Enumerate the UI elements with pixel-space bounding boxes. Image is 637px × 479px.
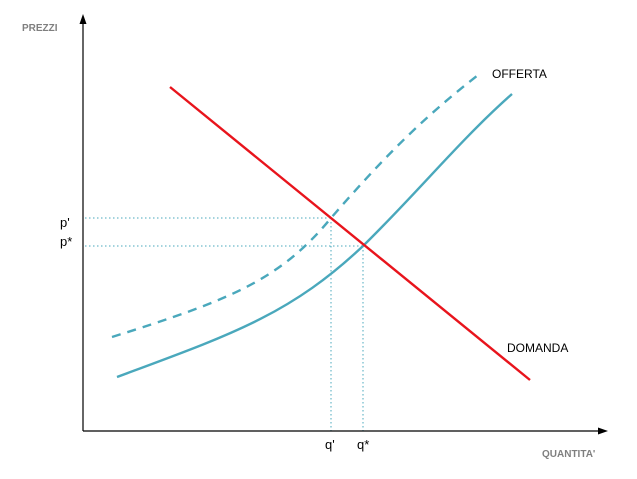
series-label-offerta: OFFERTA (492, 67, 547, 81)
y-axis-title: PREZZI (22, 23, 58, 34)
series-offerta-curve (116, 93, 513, 379)
x-axis-title: QUANTITA' (542, 449, 595, 460)
x-axis-arrow-icon (598, 427, 608, 435)
axes (79, 14, 608, 435)
y-tick-label-p-prime: p' (60, 215, 70, 230)
series-label-domanda: DOMANDA (507, 341, 568, 355)
series-offerta-shifted-curve (111, 71, 483, 339)
x-tick-label-q-star: q* (357, 437, 369, 452)
y-tick-label-p-star: p* (60, 234, 72, 249)
y-axis-arrow-icon (79, 14, 87, 24)
guide-lines (85, 217, 364, 431)
series-domanda-line (169, 86, 531, 381)
x-tick-label-q-prime: q' (325, 437, 335, 452)
